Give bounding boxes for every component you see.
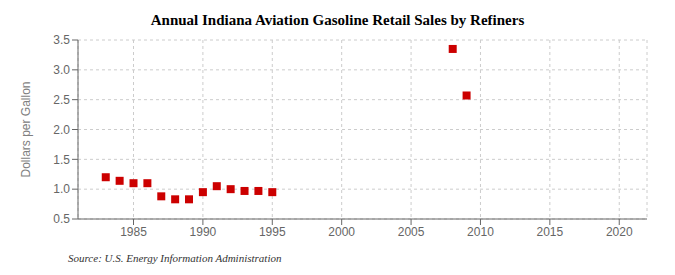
svg-text:2005: 2005 [398,225,425,239]
svg-text:2.5: 2.5 [53,93,70,107]
html-text:Annual Indiana Aviation Gasoli: Annual Indiana Aviation Gasoline Retail … [150,12,525,28]
svg-text:2020: 2020 [606,225,633,239]
svg-text:1990: 1990 [190,225,217,239]
svg-text:3.5: 3.5 [53,33,70,47]
svg-text:2015: 2015 [537,225,564,239]
svg-text:0.5: 0.5 [53,212,70,226]
svg-text:2.0: 2.0 [53,123,70,137]
svg-text:1985: 1985 [120,225,147,239]
svg-text:2010: 2010 [467,225,494,239]
svg-text:1.0: 1.0 [53,182,70,196]
svg-text:Dollars per Gallon: Dollars per Gallon [19,81,33,177]
svg-text:3.0: 3.0 [53,63,70,77]
svg-text:1995: 1995 [259,225,286,239]
svg-text:1.5: 1.5 [53,153,70,167]
html-text:Source: U.S. Energy Informatio: Source: U.S. Energy Information Administ… [68,252,282,264]
svg-text:2000: 2000 [328,225,355,239]
